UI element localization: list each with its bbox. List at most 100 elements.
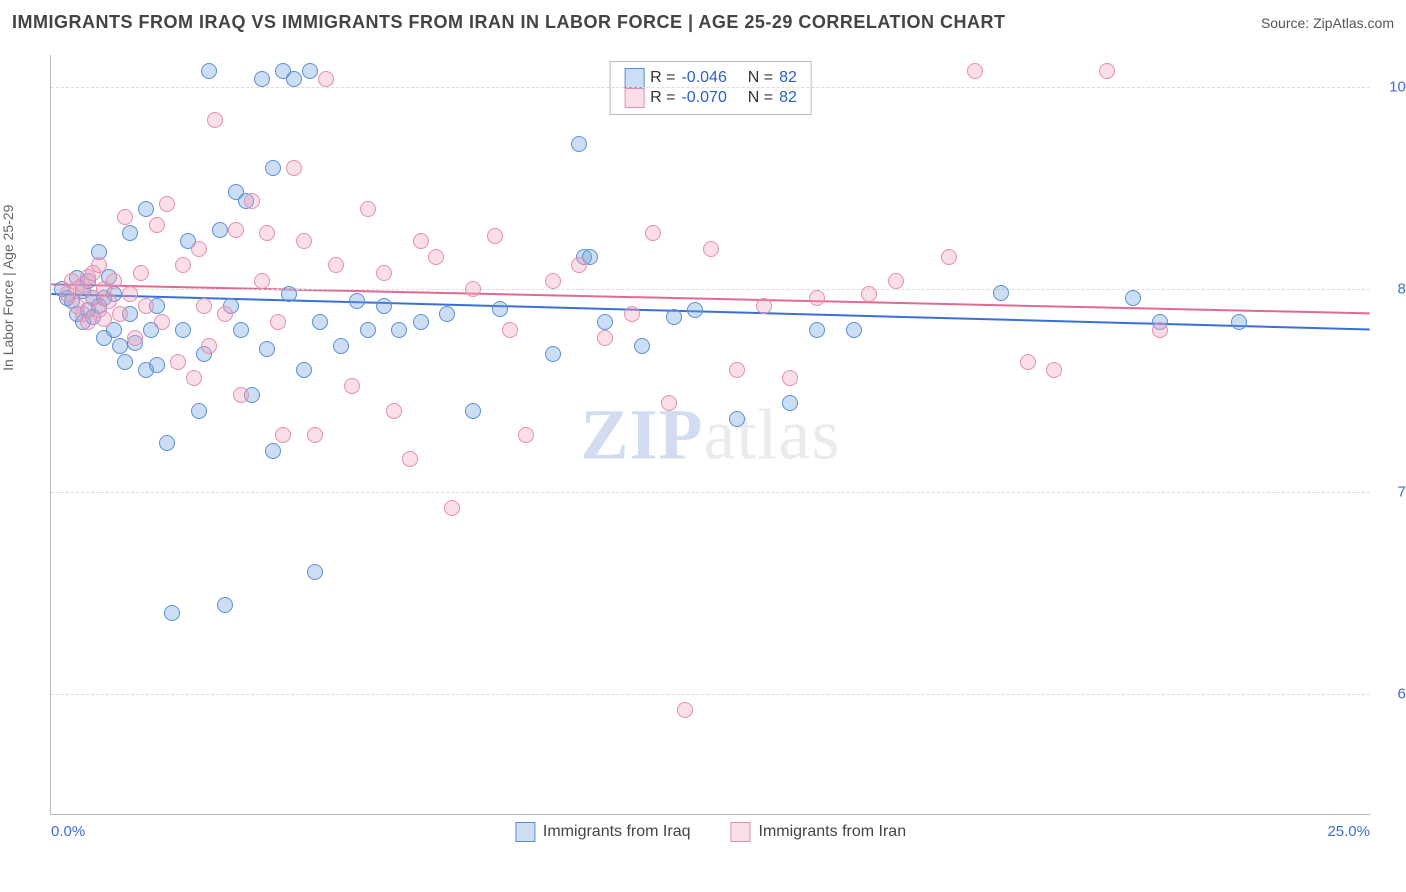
data-point: [439, 306, 455, 322]
gridline: [51, 289, 1370, 290]
data-point: [259, 341, 275, 357]
data-point: [175, 257, 191, 273]
data-point: [318, 71, 334, 87]
data-point: [782, 370, 798, 386]
data-point: [376, 298, 392, 314]
data-point: [207, 112, 223, 128]
chart-title: IMMIGRANTS FROM IRAQ VS IMMIGRANTS FROM …: [12, 12, 1006, 33]
data-point: [244, 193, 260, 209]
data-point: [391, 322, 407, 338]
data-point: [703, 241, 719, 257]
data-point: [217, 306, 233, 322]
data-point: [96, 311, 112, 327]
data-point: [259, 225, 275, 241]
data-point: [265, 443, 281, 459]
data-point: [1152, 322, 1168, 338]
data-point: [1099, 63, 1115, 79]
data-point: [386, 403, 402, 419]
data-point: [112, 338, 128, 354]
data-point: [861, 286, 877, 302]
data-point: [376, 265, 392, 281]
data-point: [233, 322, 249, 338]
x-tick-max: 25.0%: [1327, 823, 1370, 840]
data-point: [302, 63, 318, 79]
data-point: [149, 217, 165, 233]
data-point: [133, 265, 149, 281]
data-point: [360, 201, 376, 217]
data-point: [545, 346, 561, 362]
data-point: [624, 306, 640, 322]
data-point: [275, 427, 291, 443]
data-point: [159, 196, 175, 212]
data-point: [191, 403, 207, 419]
legend-item: Immigrants from Iran: [731, 822, 907, 842]
data-point: [729, 411, 745, 427]
data-point: [941, 249, 957, 265]
data-point: [487, 228, 503, 244]
source-label: Source: ZipAtlas.com: [1261, 15, 1394, 31]
data-point: [571, 257, 587, 273]
data-point: [228, 222, 244, 238]
data-point: [729, 362, 745, 378]
data-point: [296, 233, 312, 249]
data-point: [518, 427, 534, 443]
gridline: [51, 492, 1370, 493]
data-point: [1231, 314, 1247, 330]
data-point: [333, 338, 349, 354]
data-point: [597, 330, 613, 346]
data-point: [201, 63, 217, 79]
data-point: [571, 136, 587, 152]
data-point: [175, 322, 191, 338]
data-point: [465, 403, 481, 419]
data-point: [159, 435, 175, 451]
data-point: [164, 605, 180, 621]
data-point: [967, 63, 983, 79]
data-point: [349, 293, 365, 309]
data-point: [149, 357, 165, 373]
data-point: [127, 330, 143, 346]
data-point: [645, 225, 661, 241]
data-point: [186, 370, 202, 386]
data-point: [402, 451, 418, 467]
data-point: [312, 314, 328, 330]
data-point: [212, 222, 228, 238]
data-point: [286, 160, 302, 176]
data-point: [265, 160, 281, 176]
data-point: [254, 273, 270, 289]
data-point: [677, 702, 693, 718]
data-point: [360, 322, 376, 338]
y-axis-label: In Labor Force | Age 25-29: [0, 205, 16, 371]
data-point: [122, 286, 138, 302]
scatter-plot: ZIPatlas R = -0.046 N = 82 R = -0.070 N …: [50, 55, 1370, 815]
data-point: [233, 387, 249, 403]
data-point: [296, 362, 312, 378]
data-point: [328, 257, 344, 273]
legend-row: R = -0.046 N = 82: [624, 68, 797, 88]
series-legend: Immigrants from Iraq Immigrants from Ira…: [515, 822, 906, 842]
swatch-pink: [624, 88, 644, 108]
data-point: [138, 201, 154, 217]
data-point: [666, 309, 682, 325]
data-point: [217, 597, 233, 613]
data-point: [846, 322, 862, 338]
data-point: [428, 249, 444, 265]
data-point: [307, 564, 323, 580]
data-point: [117, 354, 133, 370]
legend-row: R = -0.070 N = 82: [624, 88, 797, 108]
data-point: [413, 314, 429, 330]
gridline: [51, 694, 1370, 695]
data-point: [270, 314, 286, 330]
data-point: [201, 338, 217, 354]
y-tick-label: 75.0%: [1380, 483, 1406, 500]
data-point: [492, 301, 508, 317]
data-point: [888, 273, 904, 289]
data-point: [1125, 290, 1141, 306]
data-point: [122, 225, 138, 241]
gridline: [51, 87, 1370, 88]
data-point: [307, 427, 323, 443]
data-point: [634, 338, 650, 354]
data-point: [993, 285, 1009, 301]
data-point: [344, 378, 360, 394]
data-point: [191, 241, 207, 257]
data-point: [444, 500, 460, 516]
